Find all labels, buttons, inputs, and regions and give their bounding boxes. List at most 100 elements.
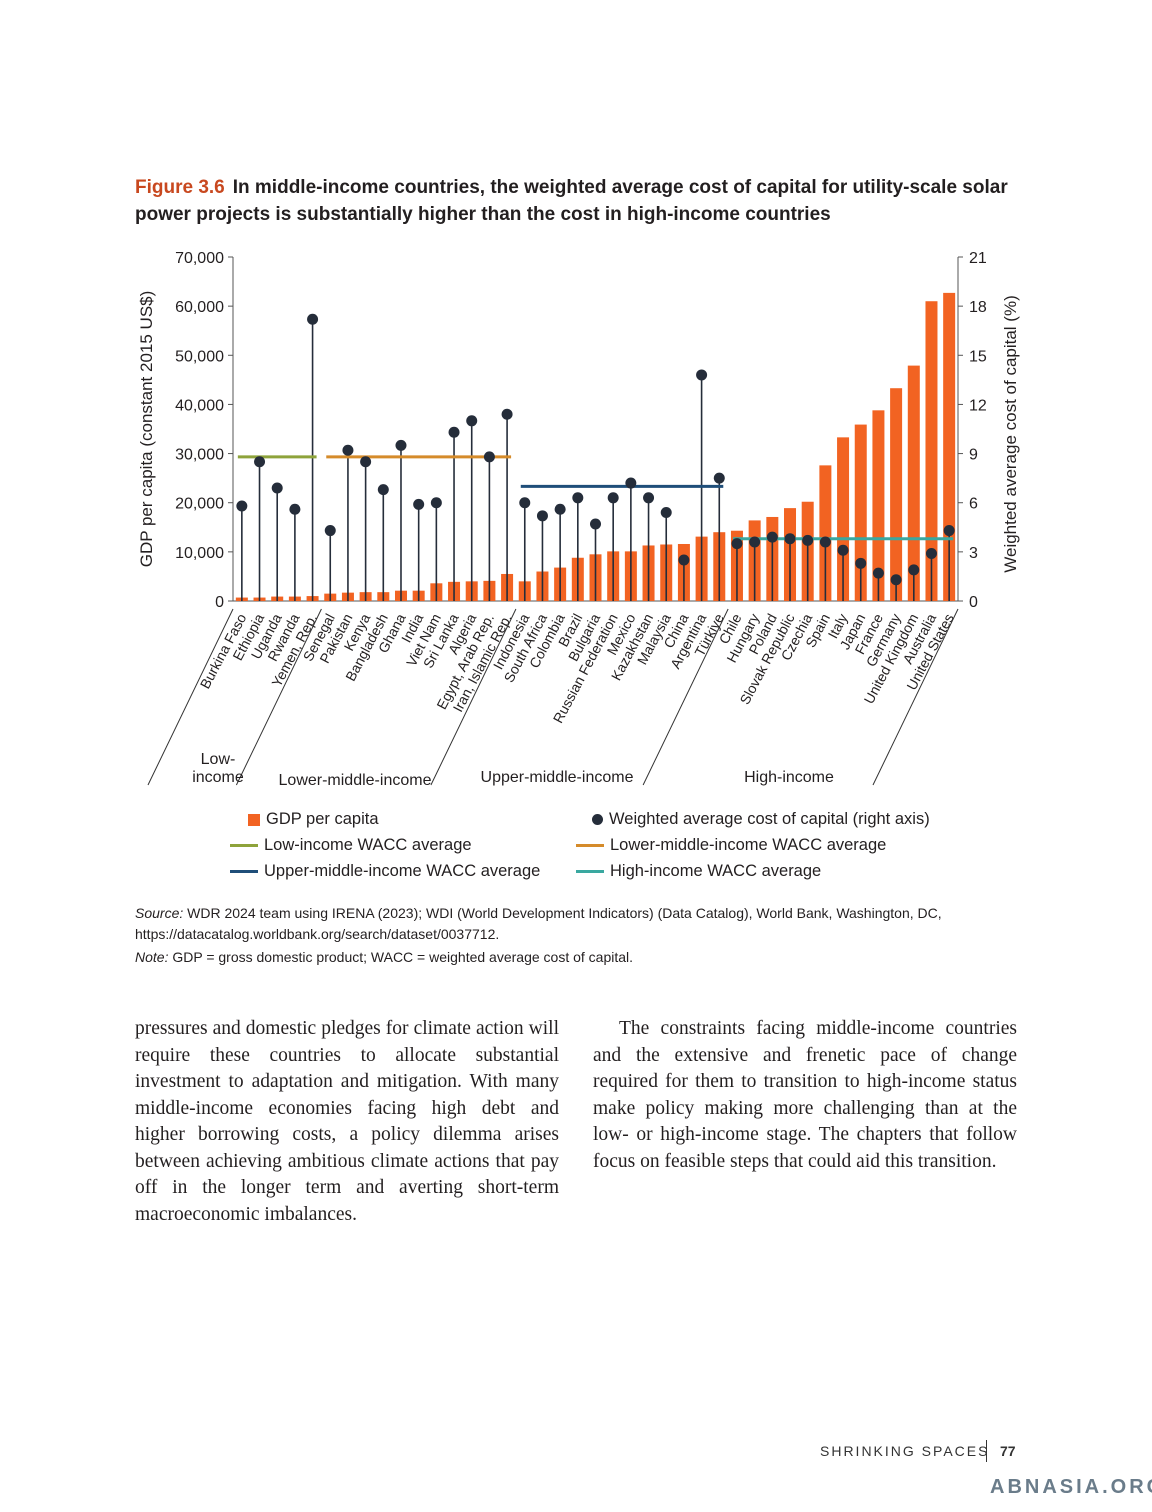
- wacc-point: [855, 557, 867, 569]
- running-footer: SHRINKING SPACES: [820, 1443, 990, 1459]
- group-separator: [430, 608, 517, 786]
- dual-axis-chart: 0 10,000 20,000 30,000 40,000 50,000 60,000 70,…: [137, 250, 1020, 789]
- legend-low: Low-income WACC average: [230, 836, 472, 855]
- gdp-bar: [943, 292, 956, 601]
- wacc-point: [696, 369, 708, 381]
- legend-wacc-label: Weighted average cost of capital (right …: [609, 810, 930, 828]
- gdp-bar: [890, 388, 903, 601]
- gdp-bar: [854, 424, 867, 601]
- wacc-point: [678, 554, 690, 566]
- wacc-point: [448, 426, 460, 438]
- wacc-point: [890, 574, 902, 586]
- legend-gdp-label: GDP per capita: [266, 810, 379, 828]
- group-separator: [147, 608, 234, 786]
- source-label: Source:: [135, 905, 184, 921]
- legend-low-label: Low-income WACC average: [264, 836, 472, 854]
- right-tick-label: 9: [969, 447, 978, 464]
- left-tick-label: 10,000: [175, 545, 224, 562]
- watermark-logo: ABNASIA.ORG: [990, 1476, 1152, 1498]
- wacc-point: [625, 477, 637, 489]
- legend-gdp-swatch: [248, 813, 260, 826]
- wacc-point: [413, 498, 425, 510]
- wacc-point: [536, 510, 548, 522]
- wacc-point: [554, 503, 566, 515]
- right-tick-label: 0: [969, 594, 978, 611]
- note-label: Note:: [135, 949, 169, 965]
- wacc-point: [713, 472, 725, 484]
- wacc-point: [660, 507, 672, 519]
- wacc-point: [925, 547, 937, 559]
- group-label: income: [192, 769, 244, 786]
- left-axis-title: GDP per capita (constant 2015 US$): [137, 291, 156, 568]
- source-text: WDR 2024 team using IRENA (2023); WDI (W…: [135, 905, 942, 942]
- gdp-bar: [819, 465, 832, 601]
- left-tick-label: 0: [215, 594, 224, 611]
- legend-high-label: High-income WACC average: [610, 862, 822, 880]
- wacc-point: [749, 536, 761, 548]
- note-text: GDP = gross domestic product; WACC = wei…: [172, 949, 634, 965]
- group-label: High-income: [744, 769, 834, 786]
- legend-low-swatch: [230, 844, 258, 847]
- left-tick-label: 20,000: [175, 496, 224, 513]
- legend-gdp: GDP per capita: [248, 810, 379, 829]
- note: Note: GDP = gross domestic product; WACC…: [135, 947, 1025, 968]
- right-tick-label: 18: [969, 299, 987, 316]
- wacc-point: [342, 444, 354, 456]
- legend-wacc: Weighted average cost of capital (right …: [592, 810, 930, 829]
- wacc-point: [519, 497, 531, 509]
- wacc-point: [819, 536, 831, 548]
- wacc-point: [590, 518, 601, 530]
- wacc-point: [254, 456, 266, 468]
- legend-lower-middle-swatch: [576, 844, 604, 847]
- wacc-point: [802, 534, 814, 546]
- figure-label: Figure 3.6: [135, 177, 225, 198]
- figure-title: Figure 3.6 In middle-income countries, th…: [135, 174, 1015, 228]
- right-tick-label: 15: [969, 348, 987, 365]
- wacc-point: [607, 492, 619, 504]
- group-separator: [872, 608, 959, 786]
- figure-title-text: In middle-income countries, the weighted…: [135, 177, 1008, 225]
- wacc-point: [501, 408, 513, 420]
- left-tick-label: 40,000: [175, 397, 224, 414]
- wacc-point: [324, 525, 336, 537]
- left-tick-label: 60,000: [175, 299, 224, 316]
- legend-high-swatch: [576, 870, 604, 873]
- right-tick-label: 6: [969, 496, 978, 513]
- left-tick-label: 70,000: [175, 250, 224, 267]
- right-tick-label: 3: [969, 545, 978, 562]
- wacc-point: [943, 525, 955, 537]
- legend-upper-middle-swatch: [230, 870, 258, 873]
- gdp-bar: [837, 437, 850, 601]
- wacc-point: [430, 497, 442, 509]
- wacc-point: [766, 531, 778, 543]
- legend-high: High-income WACC average: [576, 862, 821, 881]
- source-note: Source: WDR 2024 team using IRENA (2023)…: [135, 903, 1025, 945]
- group-label: Lower-middle-income: [279, 772, 432, 789]
- wacc-point: [483, 451, 495, 463]
- group-separator: [642, 608, 729, 786]
- body-column-2: The constraints facing middle-income cou…: [593, 1018, 1017, 1172]
- page-number: 77: [1000, 1443, 1016, 1459]
- right-tick-label: 21: [969, 250, 987, 267]
- wacc-point: [908, 564, 920, 576]
- legend-wacc-swatch: [592, 814, 603, 825]
- wacc-point: [271, 482, 283, 494]
- right-axis-title: Weighted average cost of capital (%): [1001, 295, 1020, 573]
- left-tick-label: 30,000: [175, 447, 224, 464]
- gdp-bar: [925, 301, 938, 601]
- footer-divider: [986, 1440, 987, 1462]
- legend-upper-middle: Upper-middle-income WACC average: [230, 862, 540, 881]
- wacc-point: [360, 456, 372, 468]
- right-tick-label: 12: [969, 397, 987, 414]
- body-column-1: pressures and domestic pledges for clima…: [135, 1018, 559, 1225]
- gdp-bar: [872, 410, 885, 601]
- wacc-point: [377, 484, 389, 496]
- legend-upper-middle-label: Upper-middle-income WACC average: [264, 862, 541, 880]
- wacc-point: [236, 500, 248, 512]
- group-label: Upper-middle-income: [481, 769, 634, 786]
- wacc-point: [307, 313, 319, 325]
- left-tick-label: 50,000: [175, 348, 224, 365]
- group-label: Low-: [201, 751, 236, 768]
- wacc-point: [289, 503, 301, 515]
- wacc-point: [784, 533, 796, 545]
